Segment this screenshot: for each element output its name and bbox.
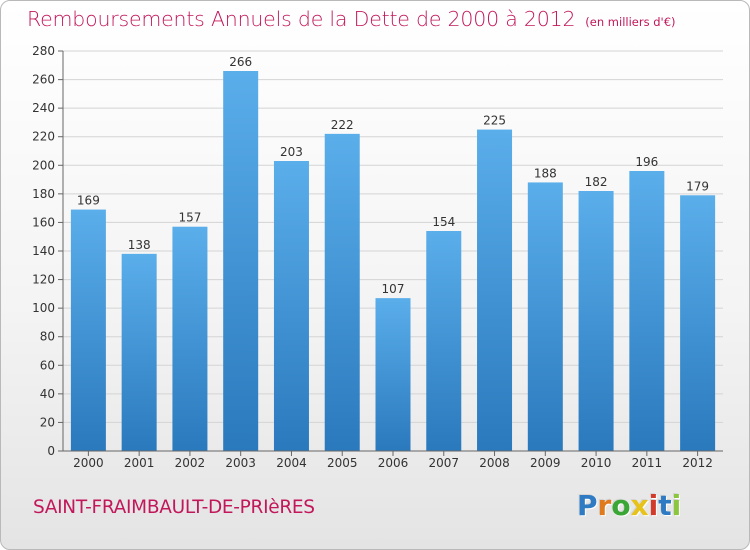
data-label: 157 [178,211,201,225]
data-label: 203 [280,145,303,159]
y-tick-label: 40 [40,387,55,401]
data-labels: 169 138 157 266 203 222 107 154 225 188 182 196 179 [77,55,709,296]
x-tick-labels: 2000 2001 2002 2003 2004 2005 2006 2007 2008 2009… [73,456,713,470]
data-label: 154 [432,215,455,229]
brand-letter: P [577,489,598,522]
bar [324,133,360,451]
y-tick-label: 200 [32,158,55,172]
brand-logo: Proxiti [577,489,681,522]
bars [70,71,716,452]
y-tick-label: 160 [32,215,55,229]
brand-letter: o [611,489,631,522]
brand-letter: i [648,489,659,522]
x-tick-label: 2004 [276,456,307,470]
data-label: 182 [585,175,608,189]
data-label: 196 [635,155,658,169]
data-label: 138 [128,238,151,252]
y-tick-label: 140 [32,244,55,258]
brand-letter: t [658,489,672,522]
brand-letter: i [671,489,682,522]
title-block: Remboursements Annuels de la Dette de 20… [27,7,676,31]
brand-letter: x [630,489,649,522]
x-tick-label: 2002 [175,456,206,470]
bar [70,209,106,451]
bar [527,182,563,451]
x-tick-label: 2008 [479,456,510,470]
x-tick-label: 2006 [378,456,409,470]
y-tick-label: 240 [32,101,55,115]
bar [477,129,513,452]
x-tick-label: 2003 [225,456,256,470]
bar [121,253,157,451]
bar [375,298,411,451]
bar [426,231,462,451]
x-tick-label: 2009 [530,456,561,470]
y-tick-label: 0 [47,444,55,458]
x-tick-label: 2012 [682,456,713,470]
data-label: 266 [229,55,252,69]
x-tick-label: 2007 [428,456,459,470]
chart-subtitle: (en milliers d'€) [585,15,676,29]
y-tick-label: 120 [32,273,55,287]
y-tick-labels: 0 20 40 60 80 100 120 140 160 180 200 220 240 260 280 [32,44,55,458]
data-label: 179 [686,179,709,193]
data-label: 225 [483,114,506,128]
data-label: 222 [331,118,354,132]
brand-letter: r [597,489,612,522]
y-tick-label: 220 [32,130,55,144]
data-label: 169 [77,194,100,208]
x-tick-label: 2010 [581,456,612,470]
bar [223,71,259,451]
bar [629,171,665,451]
axes [58,50,723,456]
commune-name: SAINT-FRAIMBAULT-DE-PRIèRES [33,497,315,518]
y-tick-label: 60 [40,358,55,372]
chart-title: Remboursements Annuels de la Dette de 20… [27,7,576,31]
data-label: 188 [534,166,557,180]
y-tick-label: 100 [32,301,55,315]
y-tick-label: 20 [40,415,55,429]
y-tick-label: 180 [32,187,55,201]
y-tick-label: 80 [40,330,55,344]
bar [273,161,309,451]
y-tick-label: 260 [32,73,55,87]
x-tick-label: 2000 [73,456,104,470]
data-label: 107 [382,282,405,296]
x-tick-label: 2005 [327,456,358,470]
y-tick-label: 280 [32,44,55,58]
bar [172,226,208,451]
x-tick-label: 2011 [632,456,663,470]
bar [578,191,614,451]
x-tick-label: 2001 [124,456,155,470]
bar [680,195,716,451]
